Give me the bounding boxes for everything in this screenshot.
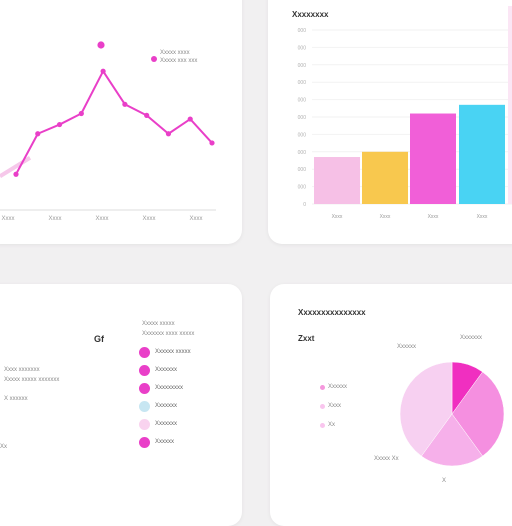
pie-slice [421,413,483,467]
bar-y-tick-label: 000 [298,45,307,51]
pie-legend-label: Xx [328,422,336,428]
bar-y-tick-label: 000 [298,167,307,173]
pie-chart [399,361,505,467]
side-label-2: Xxxxx xxxxx xxxxxxx [4,377,60,383]
legend-entry-marker [139,365,150,376]
line-legend-subtitle: Xxxxx xxx xxx [160,58,198,64]
bar-x-tick-label: Xxxx [477,214,488,220]
bar-y-tick-label: 000 [298,115,307,121]
legend-entry-label: Xxxxxxxxx [155,385,184,391]
legend-entry-label: Xxxxxx [155,439,175,445]
line-series [15,70,213,175]
line-chart: Xxxx Xxxx Xxxx Xxxx Xxxx [0,41,216,222]
pie-chart-subtitle: Zxxt [298,334,315,343]
bar-y-tick-label: 0 [303,202,306,208]
pie-legend-marker [320,423,325,428]
bar-chart-title: Xxxxxxxx [292,10,329,19]
line-faint-tail [0,156,32,178]
line-legend-title: Xxxxx xxxx [160,50,190,56]
pie-legend-label: Xxxxxx [328,384,348,390]
line-point [144,112,150,118]
line-point [13,171,19,177]
line-point [56,121,63,128]
bar-y-tick-label: 000 [298,185,307,191]
bar-x-tick-label: Xxxx [380,214,391,220]
line-point [100,68,106,74]
legend-entry-marker [139,419,150,430]
line-point [78,110,84,117]
legend-entry-marker [139,383,150,394]
line-point [35,131,41,137]
pie-label-2: Xxxxxxx [460,335,483,341]
pie-slice [399,361,453,457]
legend-entry-label: Xxxxxxx [155,367,178,373]
bar-chart-card: Xxxxxxxx 0 000 000 000 000 000 000 000 000 000 000… [268,0,512,244]
bar-y-tick-label: 000 [298,98,307,104]
pie-label-4: X [442,478,447,484]
line-chart-card: Xxxx Xxxx Xxxx Xxxx Xxxx Xxxxx xxxx Xxxxx xx… [0,0,242,244]
legend-entry-marker [139,347,150,358]
line-outlier-point [97,41,105,49]
side-label-4: Xx [0,444,8,450]
legend-title: Xxxxx xxxxx [142,321,175,327]
bar-y-tick-label: 000 [298,150,307,156]
bar-y-tick-label: 000 [298,132,307,138]
pie-chart-title: Xxxxxxxxxxxxxxx [298,308,366,317]
pie-slice [451,371,505,457]
line-point [209,140,215,146]
line-x-tick-label: Xxxx [95,216,108,222]
pie-label-1: Xxxxxx [397,344,417,350]
line-point [122,101,128,107]
pie-legend-marker [320,385,325,390]
legend-subtitle: Xxxxxxx xxxx xxxxx [142,331,195,337]
line-x-tick-label: Xxxx [142,216,155,222]
line-point [187,116,193,122]
legend-entry-marker [139,437,150,448]
pie-legend-marker [320,404,325,409]
bar-y-tick-label: 000 [298,80,307,86]
line-point [165,131,172,137]
line-legend-marker [151,56,157,62]
pie-label-3: Xxxxx Xx [374,456,399,462]
bar [362,151,408,204]
legend-card: Gf Xxxxx xxxxx Xxxxxxx xxxx xxxxx Xxxx x… [0,284,242,526]
side-label-1: Xxxx xxxxxxx [4,367,40,373]
pie-chart-card: Xxxxxxxxxxxxxxx Zxxt Xxxxxx Xxxx Xx Xxxxxx… [270,284,512,526]
line-x-tick-label: Xxxx [189,216,202,222]
legend-entry-label: Xxxxxx xxxxx [155,349,191,355]
line-x-tick-label: Xxxx [1,216,14,222]
bar-partial [508,6,512,204]
legend-entry-label: Xxxxxxx [155,421,178,427]
pie-legend-label: Xxxx [328,403,342,409]
bar-y-tick-label: 000 [298,28,307,34]
bar [314,157,360,204]
legend-entry-label: Xxxxxxx [155,403,178,409]
bar [410,113,456,204]
bar-x-tick-label: Xxxx [332,214,343,220]
bar [459,104,505,204]
line-x-tick-label: Xxxx [48,216,61,222]
legend-entry-marker [139,401,150,412]
bar-y-tick-label: 000 [298,63,307,69]
side-label-3: X xxxxxx [4,396,28,402]
legend-header-mark: Gf [94,334,104,344]
bar-x-tick-label: Xxxx [428,214,439,220]
